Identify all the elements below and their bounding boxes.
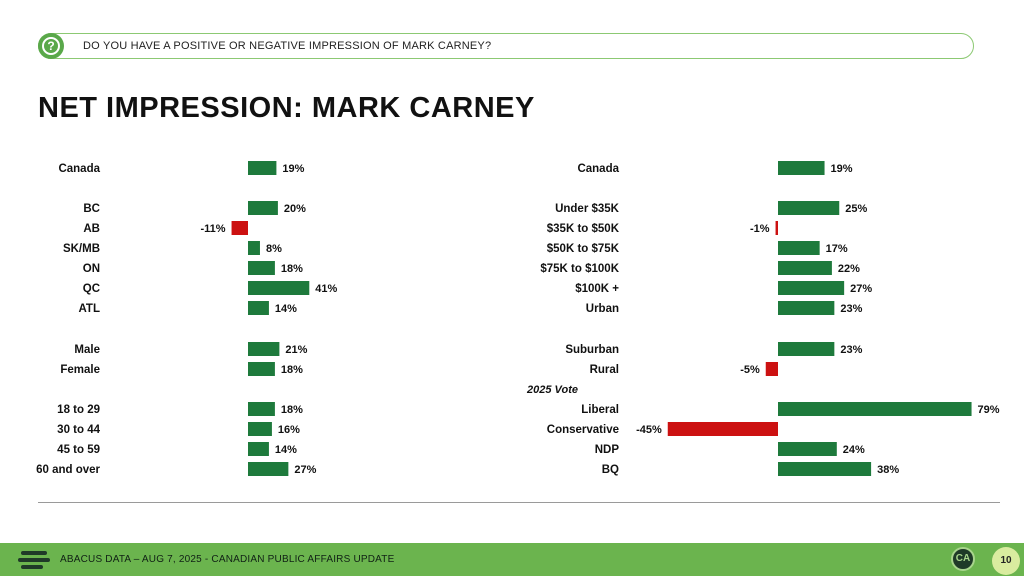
data-label: 24% <box>843 444 865 456</box>
data-label: 23% <box>840 344 862 356</box>
page-number: 10 <box>992 547 1020 575</box>
row-label: $75K to $100K <box>540 263 619 275</box>
bar-left-9 <box>248 402 275 416</box>
bar-right-8 <box>765 362 778 376</box>
row-label: 45 to 59 <box>57 444 100 456</box>
row-label: AB <box>83 223 100 235</box>
row-label: ON <box>83 263 100 275</box>
row-label: Conservative <box>547 424 619 436</box>
data-label: 23% <box>840 303 862 315</box>
bar-right-7 <box>778 342 835 356</box>
page-title: NET IMPRESSION: MARK CARNEY <box>38 92 535 124</box>
abacus-logo-icon <box>18 550 50 570</box>
subheading-2025-vote: 2025 Vote <box>526 384 578 396</box>
data-label: 22% <box>838 263 860 275</box>
bar-left-3 <box>248 241 260 255</box>
footer: ABACUS DATA – AUG 7, 2025 - CANADIAN PUB… <box>0 543 1024 576</box>
net-impression-chart: Canada 19% BC 20% AB -11% SK/MB 8% ON 18% QC 41% ATL… <box>36 161 1000 476</box>
bar-right-12 <box>778 462 872 476</box>
data-label: 18% <box>281 364 303 376</box>
row-label: Male <box>74 344 100 356</box>
row-label: Suburban <box>565 344 619 356</box>
bar-left-12 <box>248 462 289 476</box>
footer-text: ABACUS DATA – AUG 7, 2025 - CANADIAN PUB… <box>60 554 395 565</box>
data-label: 14% <box>275 444 297 456</box>
data-label: 19% <box>282 163 304 175</box>
bar-left-6 <box>248 301 269 315</box>
row-label: Female <box>60 364 100 376</box>
data-label: -11% <box>200 223 225 235</box>
data-label: 17% <box>826 243 848 255</box>
question-text: DO YOU HAVE A POSITIVE OR NEGATIVE IMPRE… <box>83 40 492 52</box>
data-label: 20% <box>284 203 306 215</box>
bar-left-5 <box>248 281 310 295</box>
row-label: BQ <box>602 464 619 476</box>
bar-left-2 <box>231 221 248 235</box>
data-label: 41% <box>315 283 337 295</box>
bar-right-10 <box>667 422 778 436</box>
row-label: $35K to $50K <box>547 223 620 235</box>
data-label: 79% <box>978 404 1000 416</box>
bar-left-7 <box>248 342 280 356</box>
bar-left-11 <box>248 442 269 456</box>
bar-right-4 <box>778 261 832 275</box>
data-label: 27% <box>294 464 316 476</box>
row-label: Canada <box>577 163 619 175</box>
bar-right-2 <box>775 221 778 235</box>
row-label: 30 to 44 <box>57 424 100 436</box>
row-label: Under $35K <box>555 203 620 215</box>
row-label: $100K + <box>575 283 619 295</box>
question-circle-icon: ? <box>38 33 64 59</box>
row-label: Urban <box>586 303 619 315</box>
bar-right-0 <box>778 161 825 175</box>
row-label: Rural <box>590 364 619 376</box>
data-label: 21% <box>285 344 307 356</box>
bar-right-3 <box>778 241 820 255</box>
row-label: Liberal <box>581 404 619 416</box>
row-label: ATL <box>78 303 100 315</box>
bar-right-6 <box>778 301 835 315</box>
row-label: SK/MB <box>63 243 100 255</box>
row-label: BC <box>83 203 100 215</box>
data-label: 25% <box>845 203 867 215</box>
bar-left-8 <box>248 362 275 376</box>
data-label: 27% <box>850 283 872 295</box>
row-label: NDP <box>595 444 620 456</box>
ca-badge-icon: CA <box>951 547 975 571</box>
bar-right-11 <box>778 442 837 456</box>
row-label: Canada <box>58 163 100 175</box>
row-label: QC <box>83 283 100 295</box>
row-label: 18 to 29 <box>57 404 100 416</box>
data-label: 38% <box>877 464 899 476</box>
data-label: 19% <box>831 163 853 175</box>
data-label: 18% <box>281 263 303 275</box>
bar-right-9 <box>778 402 972 416</box>
question-bar: ? DO YOU HAVE A POSITIVE OR NEGATIVE IMP… <box>38 33 974 59</box>
divider <box>38 502 1000 503</box>
data-label: 16% <box>278 424 300 436</box>
data-label: 18% <box>281 404 303 416</box>
bar-right-1 <box>778 201 840 215</box>
data-label: -45% <box>636 424 662 436</box>
bar-left-10 <box>248 422 272 436</box>
data-label: -5% <box>740 364 760 376</box>
bar-left-1 <box>248 201 278 215</box>
bar-left-4 <box>248 261 275 275</box>
data-label: 14% <box>275 303 297 315</box>
bar-right-5 <box>778 281 845 295</box>
row-label: $50K to $75K <box>547 243 620 255</box>
bar-left-0 <box>248 161 277 175</box>
data-label: 8% <box>266 243 282 255</box>
data-label: -1% <box>750 223 770 235</box>
row-label: 60 and over <box>36 464 100 476</box>
